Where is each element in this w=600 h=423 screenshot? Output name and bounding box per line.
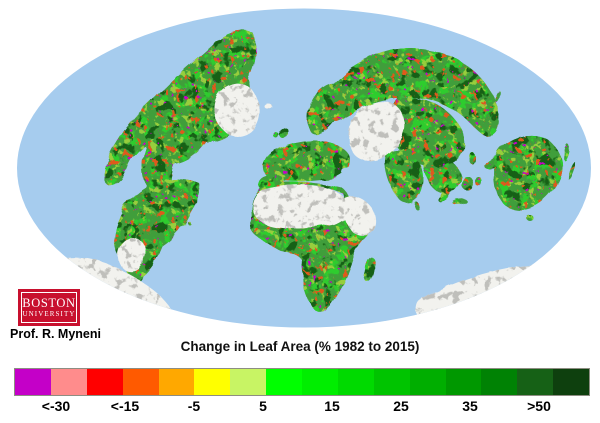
colorbar-tick-label: 15 [324,398,340,414]
colorbar-segment [553,369,589,395]
colorbar-segment [445,369,482,395]
colorbar-segment [302,369,338,395]
colorbar [14,368,590,396]
logo-line1: BOSTON [22,296,76,310]
colorbar-segment [122,369,159,395]
colorbar-segment [230,369,267,395]
colorbar-tick-label: <-30 [41,398,71,414]
logo-line2: UNIVERSITY [22,310,76,318]
colorbar-segment [158,369,195,395]
colorbar-segment [409,369,446,395]
legend-title: Change in Leaf Area (% 1982 to 2015) [180,339,420,354]
colorbar-ticks: <-30 <-15 -5 5 15 25 35 >50 [0,398,600,418]
colorbar-segment [337,369,374,395]
colorbar-tick-label: 25 [393,398,409,414]
boston-university-logo: BOSTON UNIVERSITY [18,289,80,326]
landmasses [55,30,576,325]
colorbar-segment [517,369,554,395]
colorbar-tick-label: 5 [259,398,267,414]
colorbar-tick-label: -5 [187,398,201,414]
colorbar-segment [86,369,123,395]
colorbar-tick-label: <-15 [110,398,140,414]
colorbar-segment [373,369,410,395]
logo-inner-border: BOSTON UNIVERSITY [21,292,77,323]
colorbar-segment [15,369,51,395]
world-map [17,8,591,328]
colorbar-segment [194,369,231,395]
colorbar-segment [50,369,87,395]
colorbar-segment [481,369,518,395]
colorbar-segment [266,369,302,395]
credit-text: Prof. R. Myneni [10,327,101,341]
colorbar-tick-label: >50 [527,398,551,414]
colorbar-tick-label: 35 [462,398,478,414]
world-map-svg [17,8,591,328]
